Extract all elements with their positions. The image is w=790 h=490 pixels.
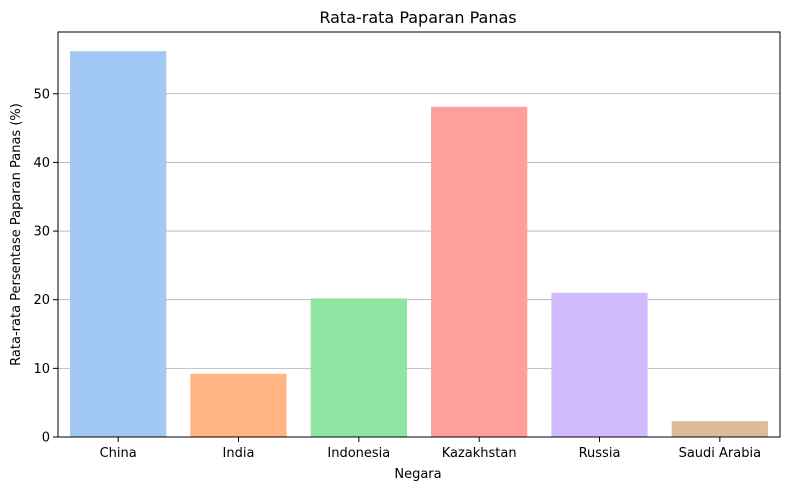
bar-india: [190, 373, 287, 437]
x-axis: China India Indonesia Kazakhstan Russia Saudi…: [100, 437, 761, 461]
x-axis-label: Negara: [394, 467, 441, 482]
y-axis: 0 10 20 30 40 50: [33, 87, 58, 446]
bar-kazakhstan: [431, 106, 528, 438]
x-tick-label: Russia: [579, 446, 621, 461]
bar-china: [70, 51, 167, 438]
x-tick-label: India: [223, 446, 255, 461]
y-tick-label: 40: [33, 156, 50, 171]
x-tick-label: Saudi Arabia: [679, 446, 762, 461]
y-tick-label: 50: [33, 87, 50, 102]
x-tick-label: Indonesia: [327, 446, 390, 461]
y-axis-label: Rata-rata Persentase Paparan Panas (%): [9, 103, 24, 366]
y-tick-label: 10: [33, 362, 50, 377]
plot-frame: [57, 31, 781, 438]
y-tick-label: 20: [33, 293, 50, 308]
bar-russia: [551, 292, 648, 437]
gridlines: [58, 93, 780, 369]
bar-indonesia: [310, 298, 407, 437]
chart-title: Rata-rata Paparan Panas: [319, 8, 516, 27]
y-tick-label: 0: [42, 431, 50, 446]
x-tick-label: China: [100, 446, 137, 461]
y-tick-label: 30: [33, 225, 50, 240]
x-tick-label: Kazakhstan: [442, 446, 517, 461]
bars: [70, 51, 768, 438]
bar-saudi-arabia: [671, 421, 768, 437]
